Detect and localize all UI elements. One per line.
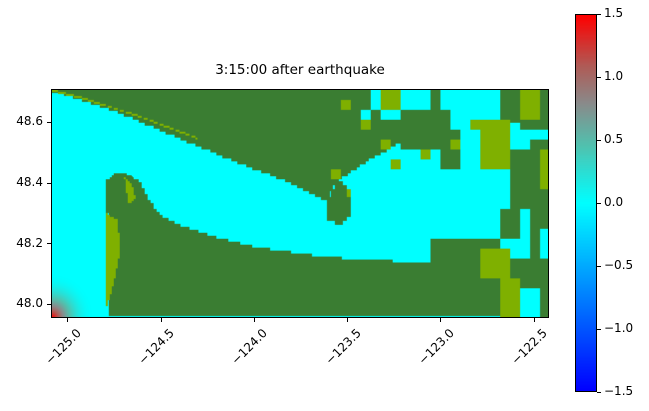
y-tick-mark: [47, 303, 51, 305]
colorbar-tick-label: 1.5: [604, 6, 624, 20]
y-tick-label: 48.6: [16, 114, 43, 129]
x-tick-mark: [160, 318, 162, 322]
colorbar-tick-label: −0.5: [604, 258, 634, 272]
colorbar-tick-mark: [597, 13, 601, 15]
colorbar-tick-label: −1.0: [604, 321, 634, 335]
x-tick-mark: [67, 318, 69, 322]
y-tick-label: 48.2: [16, 235, 43, 250]
y-tick-mark: [47, 182, 51, 184]
colorbar-tick-mark: [597, 139, 601, 141]
colorbar-tick-mark: [597, 328, 601, 330]
colorbar[interactable]: [575, 14, 597, 392]
x-tick-label: −122.5: [508, 326, 550, 368]
x-tick-label: −124.5: [135, 326, 177, 368]
x-tick-label: −124.0: [228, 326, 271, 368]
colorbar-tick-mark: [597, 391, 601, 393]
y-tick-label: 48.4: [16, 175, 43, 190]
x-tick-label: −123.5: [322, 326, 364, 368]
colorbar-tick-label: 0.0: [604, 195, 624, 209]
x-tick-mark: [347, 318, 349, 322]
colorbar-tick-label: 0.5: [604, 132, 624, 146]
x-tick-mark: [440, 318, 442, 322]
y-tick-mark: [47, 121, 51, 123]
tsunami-heatmap: [52, 90, 548, 317]
colorbar-tick-label: −1.5: [604, 384, 634, 398]
colorbar-tick-label: 1.0: [604, 69, 624, 83]
colorbar-tick-mark: [597, 265, 601, 267]
x-tick-label: −125.0: [42, 326, 84, 368]
x-tick-mark: [253, 318, 255, 322]
map-axes[interactable]: [51, 89, 549, 318]
y-tick-label: 48.0: [16, 296, 43, 311]
x-tick-mark: [533, 318, 535, 322]
x-tick-label: −123.0: [415, 326, 457, 368]
colorbar-tick-mark: [597, 76, 601, 78]
colorbar-gradient: [576, 15, 596, 391]
y-tick-mark: [47, 243, 51, 245]
colorbar-tick-mark: [597, 202, 601, 204]
page-title: 3:15:00 after earthquake: [215, 62, 385, 78]
